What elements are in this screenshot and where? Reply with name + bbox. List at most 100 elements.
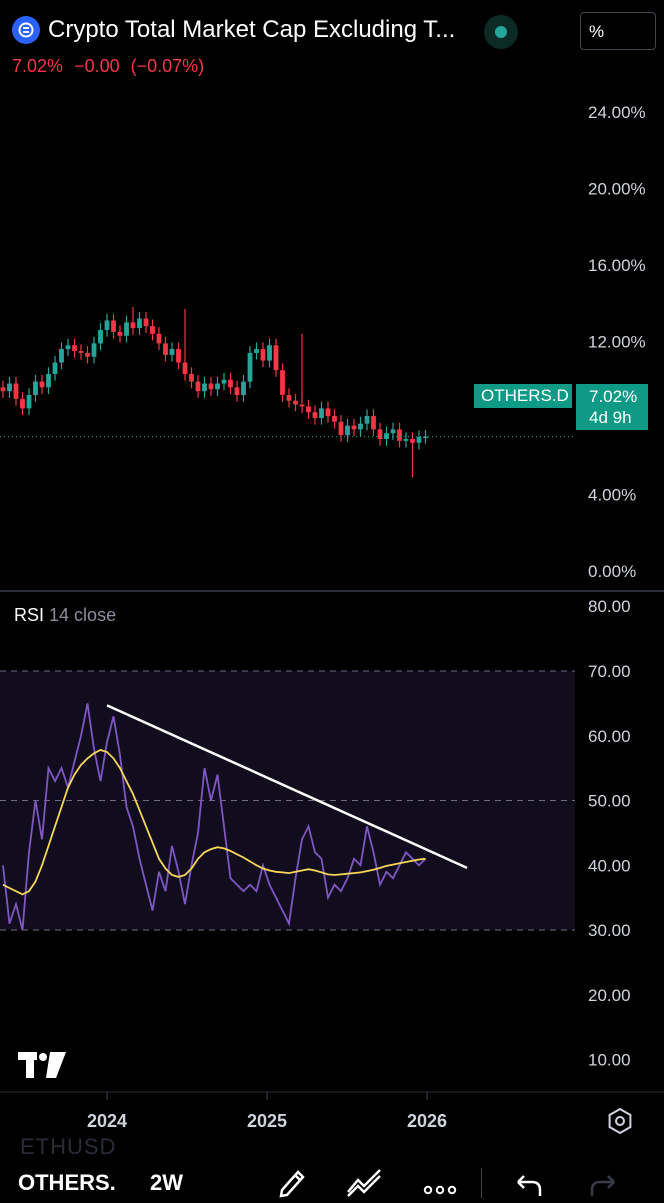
candle-body	[78, 351, 84, 353]
candle-body	[137, 318, 142, 329]
candle-body	[104, 320, 110, 330]
candle-body	[39, 381, 45, 388]
candle-body	[293, 400, 298, 405]
price-badge: 7.02% 4d 9h	[576, 384, 648, 430]
rsi-tick-label: 60.00	[588, 727, 631, 746]
candle-body	[91, 343, 97, 357]
candle-body	[46, 373, 51, 388]
candle-body	[208, 383, 214, 390]
more-icon[interactable]	[420, 1164, 460, 1198]
candle-body	[423, 436, 428, 439]
rsi-tick-label: 10.00	[588, 1051, 631, 1070]
candle-body	[221, 379, 227, 384]
candle-body	[403, 438, 409, 441]
rsi-ma-line	[2, 749, 426, 896]
candle-body	[299, 404, 305, 407]
price-tick-label: 12.00%	[588, 332, 646, 351]
rsi-name: RSI	[14, 605, 45, 625]
candle-body	[169, 349, 175, 355]
chart-header: Crypto Total Market Cap Excluding T...	[12, 16, 455, 44]
candle-body	[72, 345, 77, 352]
candle-body	[33, 381, 38, 395]
symbol-badge: OTHERS.D	[474, 384, 572, 408]
rsi-tick-label: 50.00	[588, 792, 631, 811]
candle-body	[215, 383, 220, 390]
price-tick-label: 20.00%	[588, 180, 646, 199]
candle-body	[325, 408, 331, 417]
candle-body	[65, 345, 71, 350]
candle-body	[98, 330, 103, 344]
candle-body	[234, 387, 240, 395]
candle-body	[117, 331, 123, 336]
coin-logo-icon	[12, 16, 40, 44]
candle-body	[130, 322, 136, 329]
candle-body	[254, 349, 259, 353]
toolbar-divider	[480, 1164, 484, 1198]
candle-body	[111, 320, 116, 332]
candle-body	[410, 438, 415, 443]
candle-body	[7, 383, 12, 392]
rsi-chart[interactable]	[0, 670, 575, 931]
price-tick-label: 24.00%	[588, 103, 646, 122]
price-tick-label: 0.00%	[588, 562, 636, 581]
candle-body	[52, 362, 58, 374]
rsi-tick-label: 70.00	[588, 662, 631, 681]
candle-body	[319, 408, 324, 418]
price-quote: 7.02% −0.00 (−0.07%)	[12, 56, 210, 77]
time-tick-label: 2024	[87, 1111, 127, 1131]
candle-body	[189, 373, 194, 382]
rsi-label[interactable]: RSI 14 close	[14, 605, 116, 626]
bottom-toolbar: OTHERS. 2W	[0, 1158, 664, 1199]
candle-body	[150, 326, 155, 334]
candle-body	[358, 423, 363, 430]
chart-title[interactable]: Crypto Total Market Cap Excluding T...	[48, 16, 456, 43]
candle-body	[156, 333, 162, 344]
candle-body	[371, 416, 376, 430]
candle-body	[26, 395, 32, 409]
live-dot-icon[interactable]	[484, 15, 518, 49]
candle-body	[280, 370, 285, 395]
candle-body	[364, 416, 370, 424]
time-tick-label: 2026	[407, 1111, 447, 1131]
percent-button[interactable]: %	[580, 12, 656, 50]
price-tick-label: 4.00%	[588, 485, 636, 504]
candle-body	[85, 352, 90, 357]
price-chart[interactable]	[0, 307, 575, 478]
candle-body	[182, 362, 188, 374]
quote-value: 7.02%	[12, 56, 64, 76]
candle-body	[163, 343, 168, 355]
candle-body	[273, 345, 279, 371]
candle-body	[241, 381, 246, 395]
rsi-line	[2, 703, 427, 931]
rsi-tick-label: 40.00	[588, 856, 631, 875]
rsi-params: 14 close	[49, 605, 117, 625]
timeframe-button[interactable]: 2W	[150, 1170, 183, 1195]
symbol-button[interactable]: OTHERS.	[18, 1170, 116, 1195]
draw-icon[interactable]	[272, 1164, 312, 1198]
quote-change-pct: (−0.07%)	[130, 56, 205, 76]
candle-body	[195, 381, 201, 392]
candle-body	[351, 425, 357, 430]
candle-body	[228, 379, 233, 388]
redo-icon[interactable]	[584, 1164, 624, 1198]
candle-body	[176, 349, 181, 363]
candle-body	[397, 429, 402, 441]
candle-body	[267, 345, 272, 361]
undo-icon[interactable]	[508, 1164, 548, 1198]
candle-body	[416, 437, 422, 443]
candle-body	[345, 425, 350, 436]
trend-icon[interactable]	[344, 1164, 384, 1198]
candle-body	[143, 318, 149, 327]
ghost-symbol: ETHUSD	[20, 1134, 117, 1159]
rsi-tick-label: 80.00	[588, 597, 631, 616]
candle-body	[377, 429, 383, 439]
candle-body	[247, 352, 253, 382]
candle-body	[312, 412, 318, 418]
candle-body	[332, 416, 337, 422]
tradingview-logo-icon	[18, 1052, 66, 1083]
candle-body	[286, 395, 292, 401]
candle-body	[124, 322, 129, 336]
quote-change: −0.00	[74, 56, 120, 76]
settings-icon[interactable]	[605, 1106, 635, 1136]
